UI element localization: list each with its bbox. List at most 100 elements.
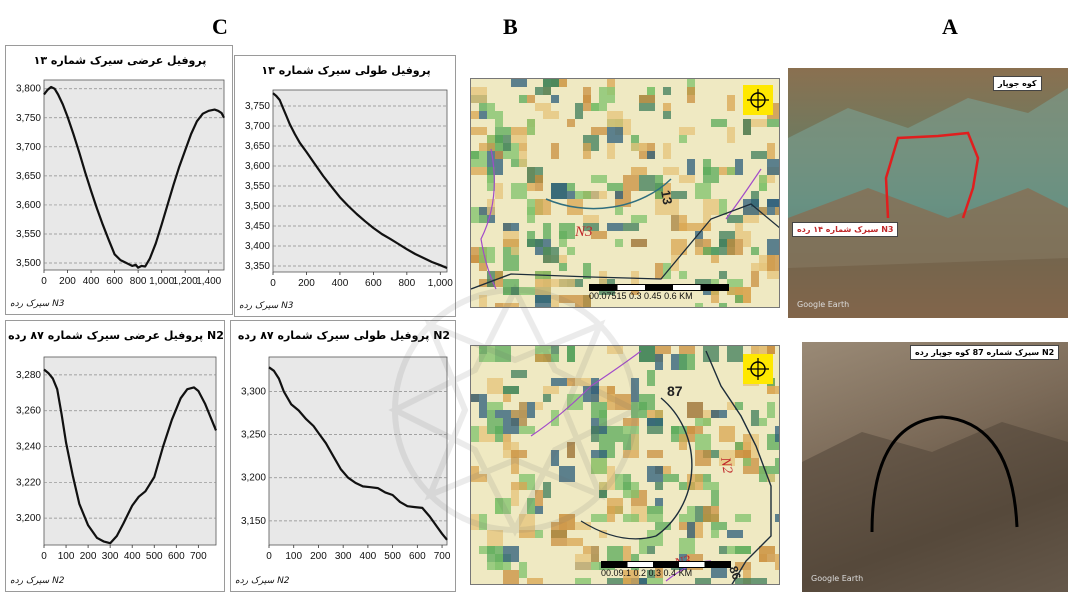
raster-cell <box>727 239 743 255</box>
y-tick-label: 3,400 <box>245 241 270 252</box>
series-line <box>43 85 225 269</box>
raster-cell <box>671 191 687 199</box>
raster-cell <box>767 119 779 127</box>
satellite-top-svg <box>788 88 1068 318</box>
raster-cell <box>551 183 567 199</box>
plot-area <box>272 89 448 273</box>
raster-cell <box>663 474 679 482</box>
raster-cell <box>559 466 575 482</box>
y-tick-label: 3,750 <box>16 113 41 124</box>
chart-cross-profile-13: پروفیل عرضی سیرک شماره ۱۳ 3,500 3,550 3,600… <box>5 45 233 315</box>
raster-cell <box>551 346 559 354</box>
x-tick-label: 0 <box>270 278 276 289</box>
raster-cell <box>703 287 711 295</box>
satellite-top-cirque-label: سیرک شماره ۱۴ رده N3 <box>792 222 899 237</box>
y-tick-label: 3,800 <box>16 84 41 95</box>
raster-cell <box>727 95 735 111</box>
x-tick-label: 500 <box>384 551 401 562</box>
raster-cell <box>727 402 735 410</box>
section-label-b: B <box>503 14 518 39</box>
raster-cell <box>551 295 559 307</box>
raster-cell <box>575 295 591 307</box>
raster-cell <box>519 562 527 578</box>
map-bottom-scale-unit: KM <box>678 568 693 578</box>
x-tick-label: 1,200 <box>173 276 198 287</box>
raster-cell <box>487 530 503 546</box>
raster-cell <box>471 466 479 474</box>
x-tick-label: 400 <box>124 551 141 562</box>
raster-cell <box>647 506 663 522</box>
raster-cell <box>655 346 671 354</box>
raster-cell <box>727 127 735 143</box>
raster-cell <box>703 346 719 362</box>
x-tick-label: 300 <box>335 551 352 562</box>
raster-cell <box>519 514 535 530</box>
raster-cell <box>759 175 767 191</box>
raster-cell <box>535 279 551 295</box>
raster-cell <box>519 287 535 295</box>
raster-cell <box>631 434 639 450</box>
x-tick-label: 0 <box>41 551 47 562</box>
raster-cell <box>639 346 655 362</box>
y-tick-label: 3,260 <box>16 406 41 417</box>
raster-cell <box>535 402 543 410</box>
raster-cell <box>599 271 607 287</box>
raster-cell <box>567 378 575 386</box>
section-label-c: C <box>212 14 228 39</box>
raster-cell <box>543 247 559 263</box>
raster-cell <box>711 450 719 458</box>
map-top: 13 N3 00.07515 0.3 0.45 0.6 KM <box>470 78 780 308</box>
raster-cell <box>567 247 575 255</box>
raster-cell <box>567 191 575 199</box>
raster-cell <box>607 386 615 394</box>
x-tick-label: 100 <box>58 551 75 562</box>
raster-cell <box>719 546 727 554</box>
satellite-bottom-attribution: Google Earth <box>811 574 864 583</box>
raster-cell <box>607 127 623 143</box>
map-top-scalebar: 00.07515 0.3 0.45 0.6 KM <box>589 284 729 301</box>
raster-cell <box>679 522 687 530</box>
raster-cell <box>615 394 623 410</box>
map-bottom-svg: 87 N2 N3 86 <box>471 346 779 584</box>
raster-cell <box>647 87 655 95</box>
raster-cell <box>479 215 487 223</box>
raster-cell <box>535 103 551 111</box>
raster-cell <box>735 514 751 522</box>
series-line <box>268 366 448 541</box>
raster-cell <box>591 231 607 239</box>
raster-cell <box>631 378 639 386</box>
raster-cell <box>591 410 607 418</box>
raster-cell <box>615 474 623 490</box>
raster-cell <box>551 279 567 287</box>
raster-cell <box>655 466 663 474</box>
raster-cell <box>503 546 519 562</box>
raster-cell <box>735 223 743 239</box>
raster-cell <box>567 119 575 127</box>
raster-cell <box>767 159 779 175</box>
raster-cell <box>607 143 615 159</box>
raster-cell <box>607 498 623 514</box>
raster-cell <box>751 247 759 255</box>
raster-cell <box>487 175 495 183</box>
raster-cell <box>519 151 527 167</box>
raster-cell <box>495 143 503 151</box>
raster-cell <box>711 490 719 506</box>
satellite-bottom-svg <box>802 415 1068 592</box>
raster-cell <box>775 554 779 570</box>
y-tick-label: 3,220 <box>16 477 41 488</box>
raster-cell <box>543 394 551 402</box>
raster-cell <box>607 346 623 354</box>
plot-area <box>268 356 448 546</box>
raster-cell <box>735 578 743 584</box>
raster-cell <box>535 199 551 215</box>
raster-cell <box>527 578 543 584</box>
y-tick-label: 3,700 <box>16 142 41 153</box>
raster-cell <box>743 199 759 215</box>
raster-cell <box>599 87 615 103</box>
raster-cell <box>631 215 647 223</box>
raster-cell <box>743 458 751 466</box>
chart-long-profile-87: پروفیل طولی سیرک شماره ۸۷ رده N2 3,150 3,2… <box>230 320 456 592</box>
raster-cell <box>543 223 551 239</box>
raster-cell <box>511 450 519 458</box>
raster-cell <box>471 151 479 159</box>
